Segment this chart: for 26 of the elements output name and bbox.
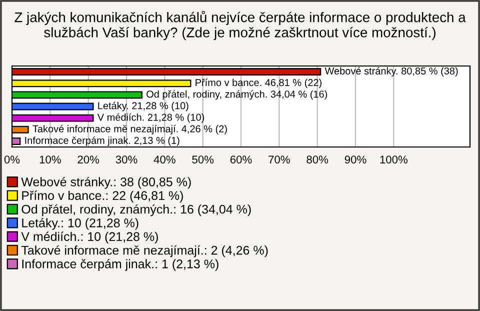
- data-label: V médiích. 21,28 % (10): [97, 113, 204, 123]
- x-tick-label: 90%: [344, 156, 366, 164]
- x-tick-label: 10%: [40, 156, 61, 164]
- legend-label: Od přátel, rodiny, známých.: 16 (34,04 %): [22, 204, 251, 216]
- legend-label: Takové informace mě nezajímají.: 2 (4,26 %): [21, 245, 268, 258]
- data-label: Letáky. 21,28 % (10): [98, 102, 188, 112]
- x-tick-label: 20%: [78, 156, 100, 164]
- data-label: Webové stránky. 80,85 % (38): [324, 67, 458, 77]
- data-label: Přímo v bance. 46,81 % (22): [196, 78, 322, 88]
- data-label: Informace čerpám jinak. 2,13 % (1): [25, 136, 180, 146]
- legend-label: Letáky.: 10 (21,28 %): [22, 218, 138, 230]
- legend-label: Webové stránky.: 38 (80,85 %): [21, 177, 191, 189]
- x-tick-label: 40%: [154, 156, 176, 164]
- x-tick-label: 0%: [4, 156, 20, 164]
- x-tick-label: 100%: [380, 156, 408, 164]
- data-label: Takové informace mě nezajímají. 4,26 % (2): [32, 124, 227, 134]
- legend-label: Přímo v bance.: 22 (46,81 %): [22, 190, 183, 202]
- x-tick-label: 80%: [306, 156, 328, 164]
- legend-label: Informace čerpám jinak.: 1 (2,13 %): [22, 259, 218, 271]
- x-tick-label: 60%: [230, 156, 252, 164]
- x-tick-label: 70%: [268, 156, 290, 164]
- data-label: Od přátel, rodiny, známých. 34,04 % (16): [146, 90, 328, 100]
- legend-label: V médiích.: 10 (21,28 %): [21, 232, 158, 244]
- x-tick-label: 50%: [192, 156, 214, 164]
- chart-title: Z jakých komunikačních kanálů nejvíce čerpáte informace o produktech a službách Vaší banky? (Zde je možné zaškrtnout více možností.): [14, 10, 466, 40]
- x-tick-label: 30%: [116, 156, 138, 164]
